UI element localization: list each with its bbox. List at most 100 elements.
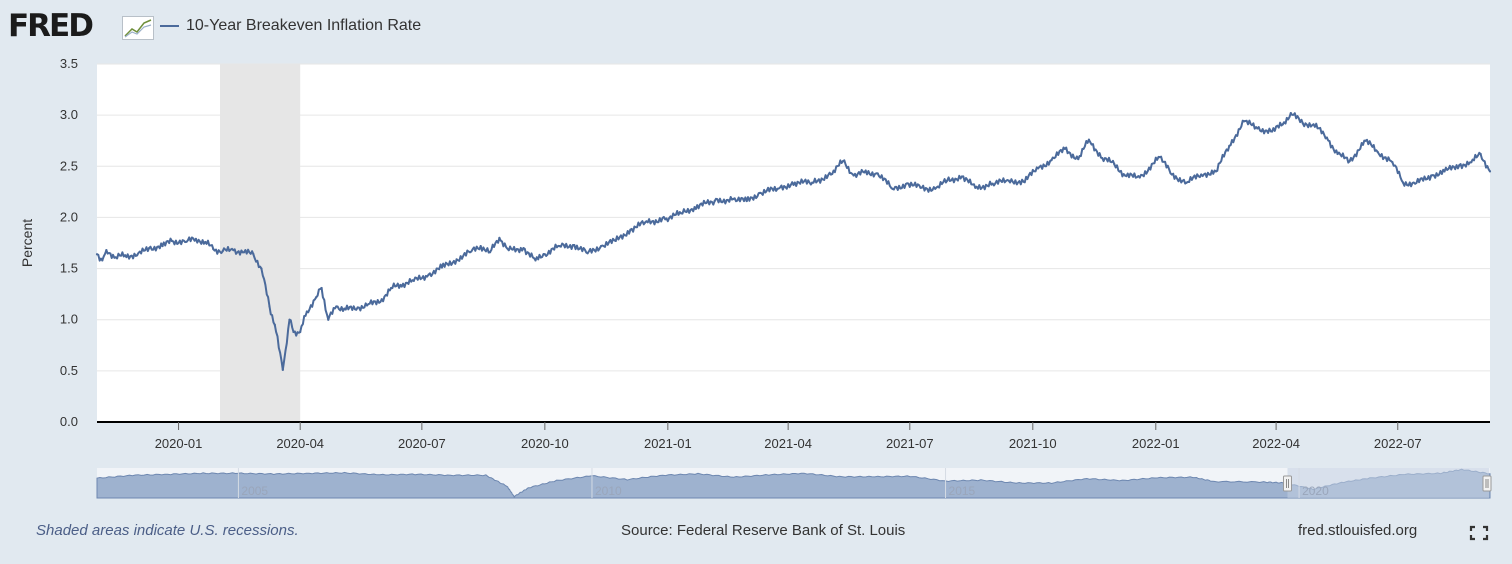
- series-layer: [95, 111, 1492, 371]
- data-point: [170, 239, 173, 243]
- navigator-handle-right[interactable]: [1482, 475, 1492, 492]
- y-tick-label: 2.5: [60, 158, 78, 173]
- data-point: [260, 267, 263, 270]
- fullscreen-icon[interactable]: [1466, 522, 1492, 544]
- data-point: [713, 199, 716, 203]
- data-point: [281, 368, 284, 371]
- data-point: [412, 279, 415, 282]
- data-point: [811, 181, 814, 184]
- navigator-tick-label: 2005: [241, 484, 268, 498]
- chart-area[interactable]: 0.0 0.5 1.0 1.5 2.0 2.5 3.0 3.5 2020-01 2020-04 20…: [0, 50, 1512, 506]
- x-tick-label: 2020-01: [155, 436, 203, 451]
- data-point: [841, 160, 845, 163]
- y-axis-label: Percent: [19, 219, 35, 267]
- data-point: [1101, 157, 1104, 160]
- data-point: [693, 206, 696, 209]
- data-point: [1007, 179, 1010, 182]
- legend-swatch: [160, 25, 179, 27]
- data-point: [488, 251, 492, 254]
- data-point: [507, 249, 510, 252]
- data-point: [242, 251, 246, 254]
- data-point: [1087, 138, 1091, 141]
- data-point: [136, 254, 139, 257]
- data-point: [268, 305, 271, 308]
- data-point: [732, 197, 735, 201]
- x-tick-label: 2020-10: [521, 436, 569, 451]
- y-tick-label: 0.5: [60, 363, 78, 378]
- data-point: [1158, 155, 1161, 159]
- data-point: [292, 330, 295, 334]
- fred-logo[interactable]: FRED: [8, 8, 154, 44]
- data-point: [1336, 152, 1339, 156]
- data-point: [1138, 176, 1141, 179]
- data-point: [946, 179, 949, 182]
- data-point: [891, 187, 894, 190]
- legend[interactable]: 10-Year Breakeven Inflation Rate: [160, 15, 421, 37]
- recession-band-0: [219, 64, 301, 422]
- legend-label: 10-Year Breakeven Inflation Rate: [186, 17, 422, 34]
- navigator-selected-range[interactable]: [1287, 468, 1490, 498]
- x-tick-label: 2021-04: [764, 436, 812, 451]
- data-point: [573, 243, 576, 247]
- x-tick-label: 2021-07: [886, 436, 934, 451]
- x-tick-label: 2022-04: [1252, 436, 1300, 451]
- data-point: [1443, 170, 1446, 173]
- data-point: [1256, 127, 1259, 130]
- data-point: [852, 174, 855, 177]
- data-point: [629, 228, 632, 231]
- data-point: [1185, 181, 1188, 184]
- data-point: [204, 240, 207, 244]
- data-point: [1312, 123, 1315, 126]
- data-point: [558, 244, 561, 248]
- data-point: [468, 251, 472, 254]
- y-tick-label: 0.0: [60, 414, 78, 429]
- data-point: [252, 253, 255, 256]
- data-point: [1170, 173, 1173, 176]
- data-point: [194, 237, 198, 241]
- data-point: [1228, 144, 1231, 147]
- data-point: [1214, 170, 1218, 173]
- data-point: [498, 236, 501, 239]
- data-point: [114, 256, 117, 259]
- data-point: [1376, 150, 1379, 154]
- range-navigator[interactable]: 2005 2010 2015 2020: [96, 468, 1492, 499]
- data-point: [934, 187, 937, 190]
- navigator-tick-label: 2010: [595, 484, 622, 498]
- data-point: [1348, 160, 1351, 163]
- data-point: [320, 286, 323, 290]
- data-point: [390, 286, 393, 290]
- data-point: [148, 247, 151, 250]
- source-text: Source: Federal Reserve Bank of St. Loui…: [621, 522, 906, 539]
- data-point: [1414, 182, 1417, 185]
- fred-logo-text: FRED: [8, 8, 94, 44]
- data-point: [123, 254, 127, 257]
- data-point: [380, 298, 383, 301]
- data-point: [1270, 130, 1274, 133]
- site-link[interactable]: fred.stlouisfed.org: [1298, 522, 1418, 539]
- data-point: [1200, 173, 1203, 176]
- data-point: [1037, 167, 1040, 170]
- navigator-tick-label: 2015: [949, 484, 976, 498]
- data-point: [221, 250, 224, 253]
- data-point: [876, 172, 879, 175]
- navigator-handle-left[interactable]: [1282, 475, 1292, 492]
- data-point: [427, 273, 430, 276]
- data-point: [665, 217, 668, 220]
- data-point: [1391, 161, 1394, 164]
- data-point: [1242, 120, 1246, 123]
- data-point: [315, 296, 318, 299]
- data-point: [1050, 159, 1053, 162]
- chart-header: FRED 10-Year Breakeven Inflation Rate: [0, 0, 1512, 56]
- y-tick-label: 1.0: [60, 312, 78, 327]
- data-point: [344, 308, 347, 311]
- y-tick-label: 2.0: [60, 209, 78, 224]
- data-point: [161, 244, 164, 248]
- data-point: [1123, 174, 1127, 177]
- data-point: [599, 244, 603, 248]
- data-point: [522, 247, 525, 250]
- data-point: [991, 182, 994, 185]
- data-point: [1488, 170, 1492, 173]
- x-tick-label: 2020-04: [276, 436, 324, 451]
- x-tick-label: 2022-07: [1374, 436, 1422, 451]
- data-point: [907, 182, 910, 185]
